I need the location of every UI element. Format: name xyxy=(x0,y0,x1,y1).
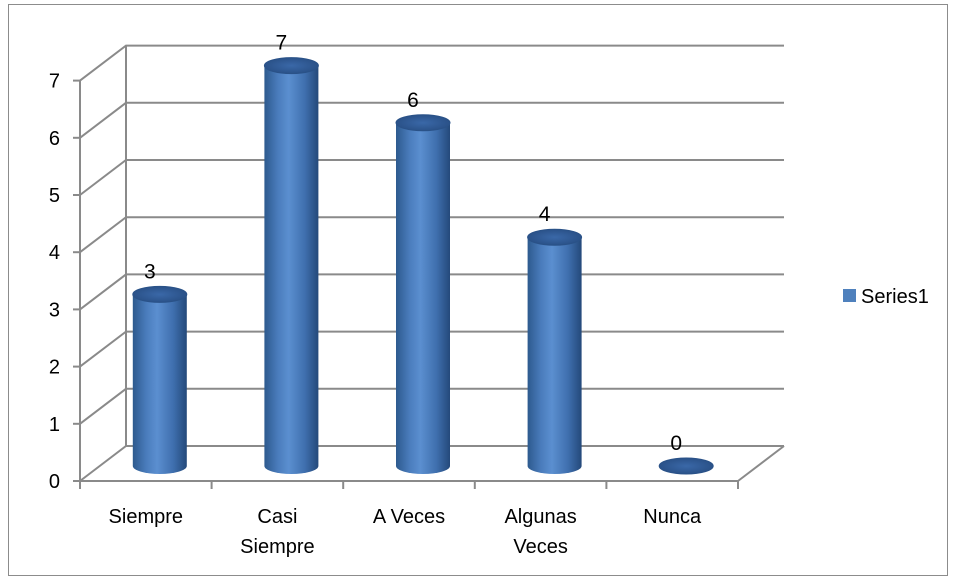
bar-top xyxy=(395,114,451,132)
y-tick-label: 5 xyxy=(49,185,60,207)
bar-top xyxy=(527,228,583,246)
bar-top xyxy=(263,57,319,75)
bar xyxy=(658,457,714,475)
x-category-label: A Veces xyxy=(373,506,445,528)
bars xyxy=(132,57,714,475)
bar xyxy=(527,228,583,474)
y-axis-ticks: 0 1 2 3 4 5 6 7 xyxy=(49,71,80,493)
axes xyxy=(79,45,785,489)
bar-body xyxy=(264,65,319,474)
x-category-label: Nunca xyxy=(643,506,702,528)
y-tick-label: 1 xyxy=(49,414,60,436)
data-label: 0 xyxy=(670,432,682,455)
x-category-label: Algunas Veces xyxy=(504,506,576,558)
bar-body xyxy=(132,294,187,474)
legend-swatch-series1 xyxy=(843,289,856,302)
x-category-label: Siempre xyxy=(109,506,183,528)
bar xyxy=(395,114,451,474)
y-tick-label: 6 xyxy=(49,128,60,150)
y-tick-label: 3 xyxy=(49,299,60,321)
bar-body xyxy=(527,237,582,474)
legend: Series1 xyxy=(843,286,929,308)
bar xyxy=(132,285,188,474)
y-tick-label: 4 xyxy=(49,242,60,264)
y-tick-label: 2 xyxy=(49,357,60,379)
gridline xyxy=(79,44,784,82)
floor-right-edge xyxy=(737,445,785,482)
legend-label-series1: Series1 xyxy=(861,286,929,308)
data-label: 4 xyxy=(539,203,551,226)
x-category-label: Casi Siempre xyxy=(240,506,314,558)
y-tick-label: 0 xyxy=(49,471,60,493)
data-label: 3 xyxy=(144,260,156,283)
bar-top xyxy=(132,285,188,303)
x-axis-categories: Siempre Casi Siempre A Veces Algunas Veces Nun… xyxy=(109,506,702,558)
data-label: 7 xyxy=(276,32,288,55)
y-tick-label: 7 xyxy=(49,71,60,93)
bar xyxy=(263,57,319,474)
bar-body xyxy=(396,122,450,474)
bar-top xyxy=(658,457,714,475)
data-label: 6 xyxy=(407,89,419,112)
data-labels: 3 7 6 4 0 xyxy=(144,32,682,455)
